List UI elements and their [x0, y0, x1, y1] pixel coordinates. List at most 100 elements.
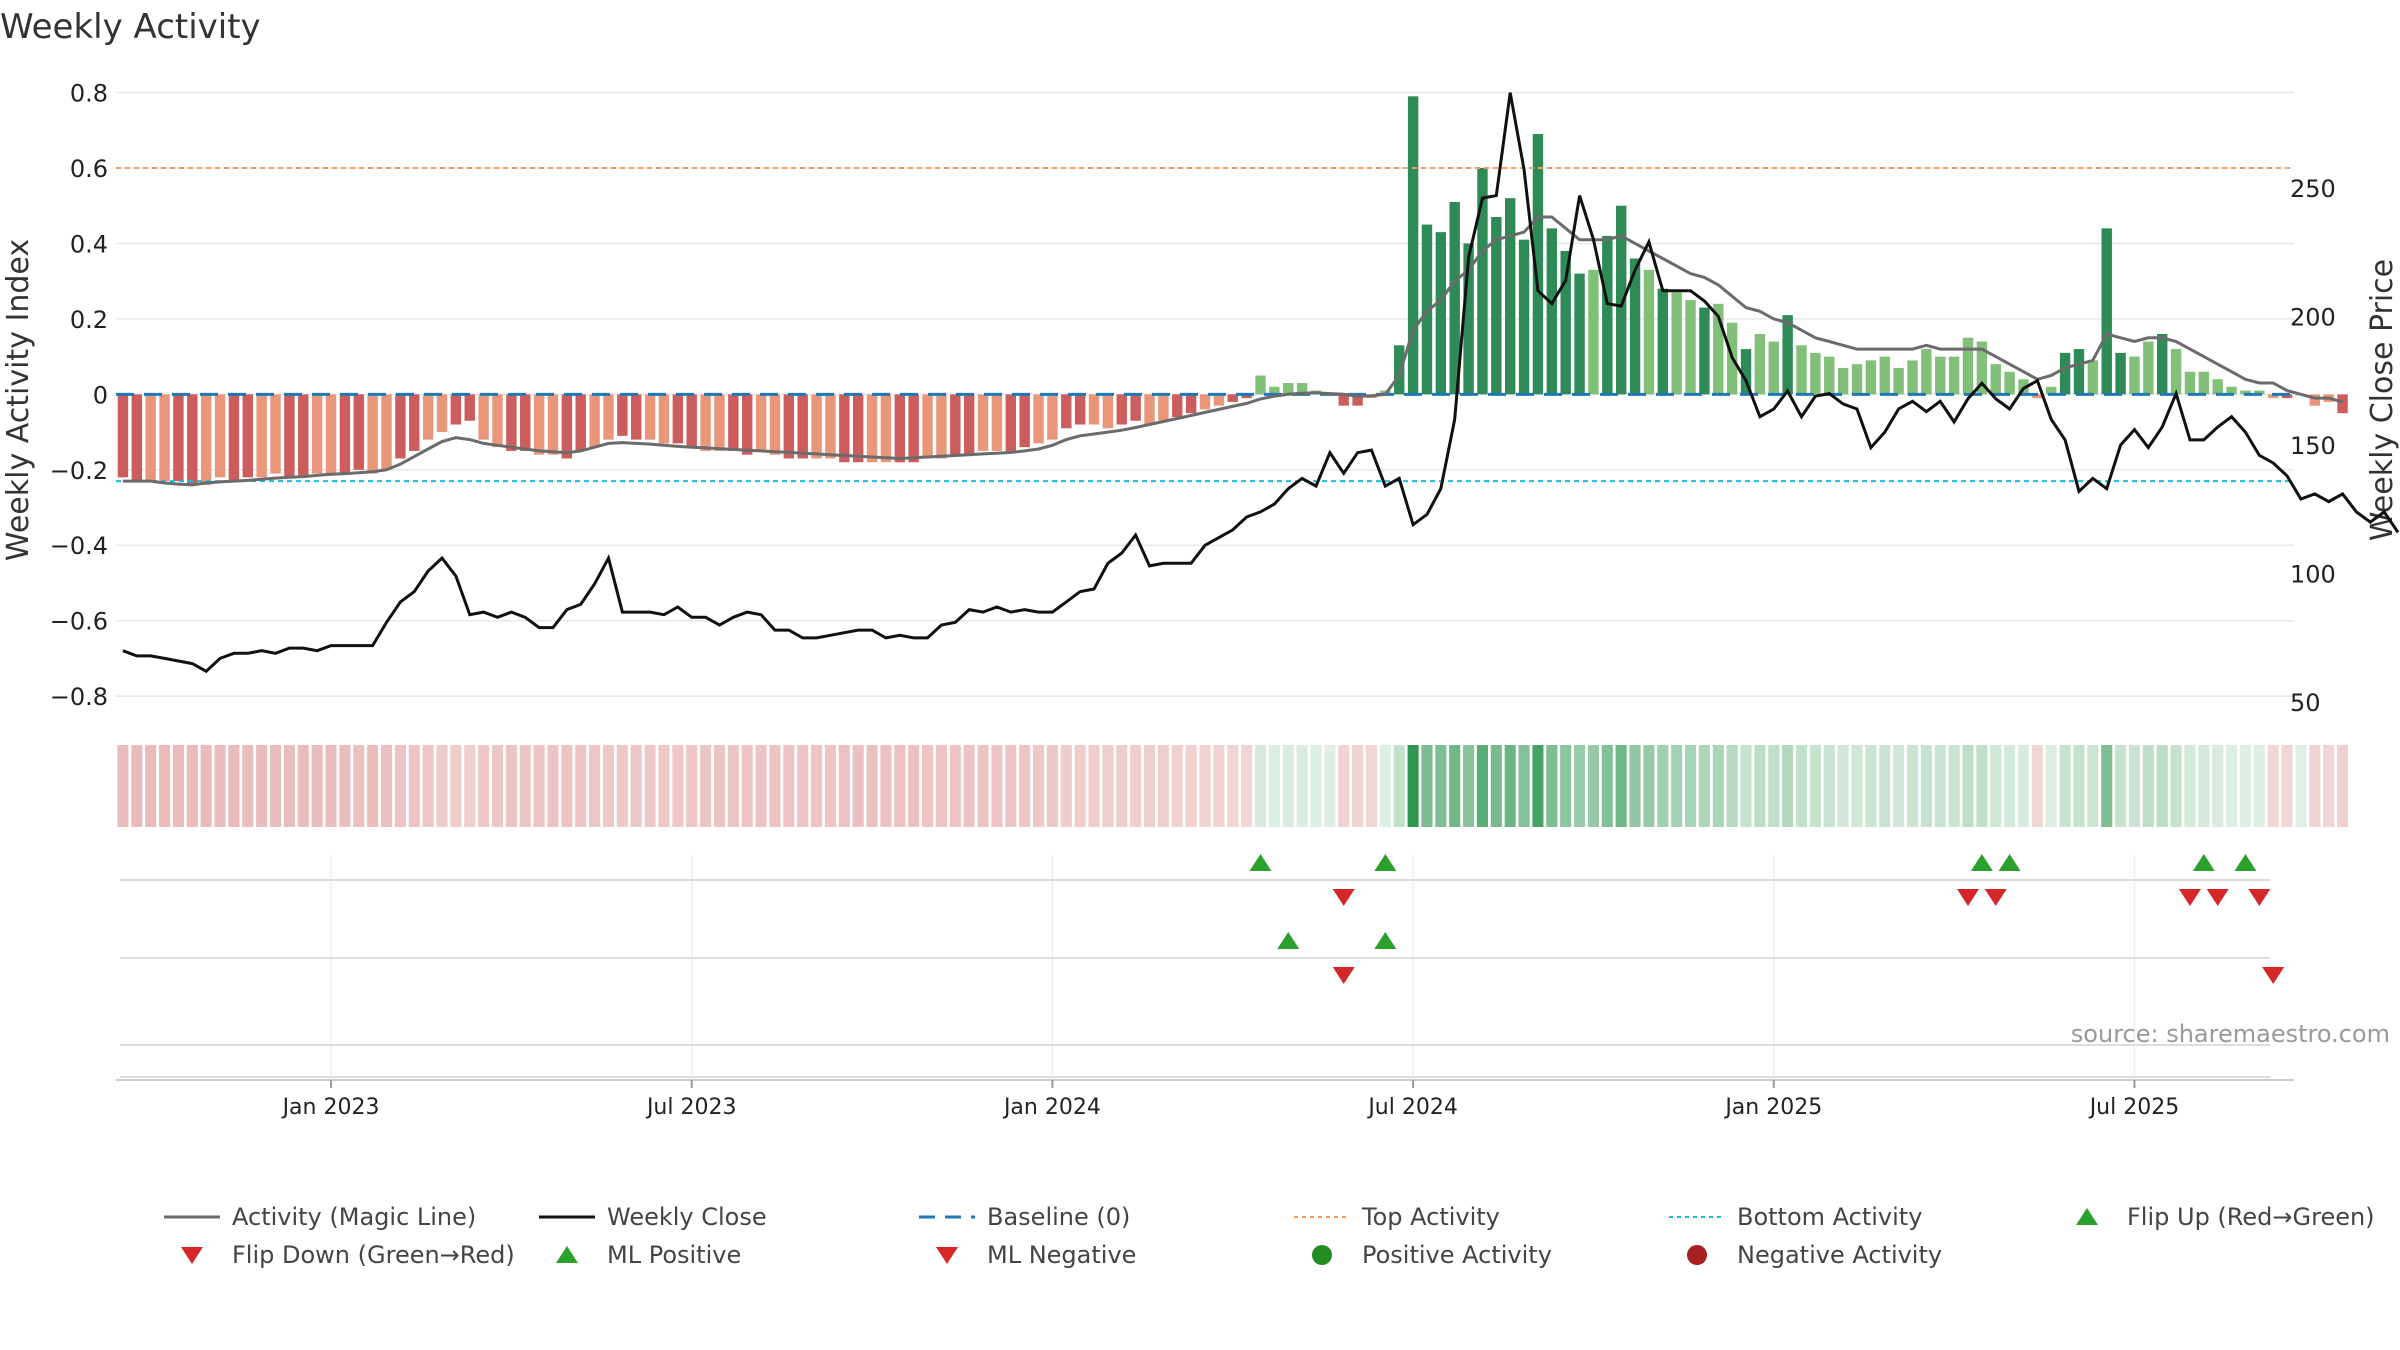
activity-bar [547, 394, 559, 455]
heat-cell [1587, 745, 1599, 827]
activity-bar [2212, 379, 2223, 395]
activity-bar [1491, 217, 1502, 395]
left-tick-label: −0.8 [50, 683, 108, 711]
activity-bar [284, 394, 295, 478]
heat-cell [1227, 745, 1239, 827]
activity-bar [1352, 394, 1363, 406]
heat-cell [1712, 745, 1724, 827]
heat-cell [1268, 745, 1280, 827]
heat-cell [1171, 745, 1183, 827]
heat-cell [1046, 745, 1058, 827]
activity-bar [617, 394, 628, 436]
activity-bar [145, 394, 156, 482]
heat-cell [1962, 745, 1974, 827]
activity-bar [1865, 360, 1877, 395]
activity-bar [2115, 352, 2126, 395]
activity-bar [173, 394, 184, 482]
activity-bar [1061, 394, 1072, 429]
heat-cell [1546, 745, 1558, 827]
flip-up-marker [1374, 854, 1397, 871]
activity-bar [2059, 352, 2071, 395]
activity-bar [866, 394, 878, 463]
activity-bar [1907, 360, 1918, 395]
heat-cell [547, 745, 559, 827]
heat-cell [1005, 745, 1017, 827]
activity-bar [1338, 394, 1349, 406]
heat-cell [561, 745, 573, 827]
triangle-up-icon [556, 1246, 578, 1263]
heat-cell [1019, 745, 1031, 827]
right-tick-label: 100 [2290, 561, 2336, 589]
activity-bar [852, 394, 864, 463]
heat-cell [1948, 745, 1960, 827]
heat-cell [1407, 745, 1419, 827]
ml-negative-marker [1332, 967, 1355, 984]
weekly-close-line [122, 92, 2400, 674]
activity-bar [936, 394, 947, 459]
heat-cell [1851, 745, 1863, 827]
activity-bar [2087, 360, 2099, 395]
heat-cell [755, 745, 767, 827]
flip-down-marker [1332, 889, 1355, 906]
flip-down-marker [1984, 889, 2007, 906]
activity-bar [311, 394, 323, 474]
legend-label: Activity (Magic Line) [232, 1203, 477, 1231]
flip-markers [1249, 854, 2285, 984]
activity-bar [1615, 205, 1627, 395]
heat-cell [2142, 745, 2154, 827]
heat-cell [1726, 745, 1738, 827]
heat-cell [1296, 745, 1308, 827]
heat-cell [713, 745, 726, 827]
heat-cell [630, 745, 642, 827]
heat-cell [852, 745, 864, 827]
activity-bar [1005, 394, 1016, 451]
activity-bar [561, 394, 573, 459]
heat-cell [256, 745, 268, 827]
ml-positive-marker [1374, 932, 1397, 949]
activity-bar [1283, 383, 1294, 395]
activity-bar [450, 394, 462, 425]
heat-cell [602, 745, 615, 827]
heat-cell [1560, 745, 1572, 827]
activity-bar [1477, 167, 1488, 395]
triangle-down-icon [936, 1247, 958, 1264]
activity-bar [256, 394, 267, 478]
heat-cell [1518, 745, 1530, 827]
activity-bar [1546, 228, 1558, 395]
activity-bar [492, 394, 503, 448]
heat-cell [1490, 745, 1502, 827]
left-tick-label: −0.2 [50, 457, 108, 485]
legend-swatch [1687, 1245, 1707, 1265]
heat-cell [2128, 745, 2141, 827]
left-tick-label: 0 [93, 381, 108, 409]
heat-cell [880, 745, 892, 827]
legend-label: Top Activity [1362, 1203, 1500, 1231]
activity-bar [2198, 371, 2210, 395]
heat-cell [963, 745, 975, 827]
heat-cell [797, 745, 809, 827]
heat-cell [1920, 745, 1932, 827]
activity-bar [908, 394, 919, 463]
activity-bar [1449, 201, 1460, 395]
legend-label: Weekly Close [607, 1203, 767, 1231]
heat-cell [436, 745, 448, 827]
activity-bar [742, 394, 753, 455]
heat-cell [783, 745, 795, 827]
series-lines [122, 92, 2400, 674]
legend-item: Bottom Activity [1665, 1200, 1922, 1234]
activity-bar [1754, 333, 1766, 395]
heat-cell [1906, 745, 1919, 827]
heat-cell [283, 745, 295, 827]
activity-bar [1782, 315, 1793, 395]
right-tick-label: 250 [2290, 175, 2336, 203]
legend-label: Flip Up (Red→Green) [2127, 1203, 2375, 1231]
activity-bar [1851, 364, 1863, 395]
heat-cell [1157, 745, 1169, 827]
left-tick-label: 0.4 [70, 230, 108, 258]
activity-bar [187, 394, 198, 485]
activity-bar [1768, 341, 1779, 395]
heat-cell [1684, 745, 1697, 827]
activity-bar [1116, 394, 1127, 425]
heat-cell [228, 745, 240, 827]
